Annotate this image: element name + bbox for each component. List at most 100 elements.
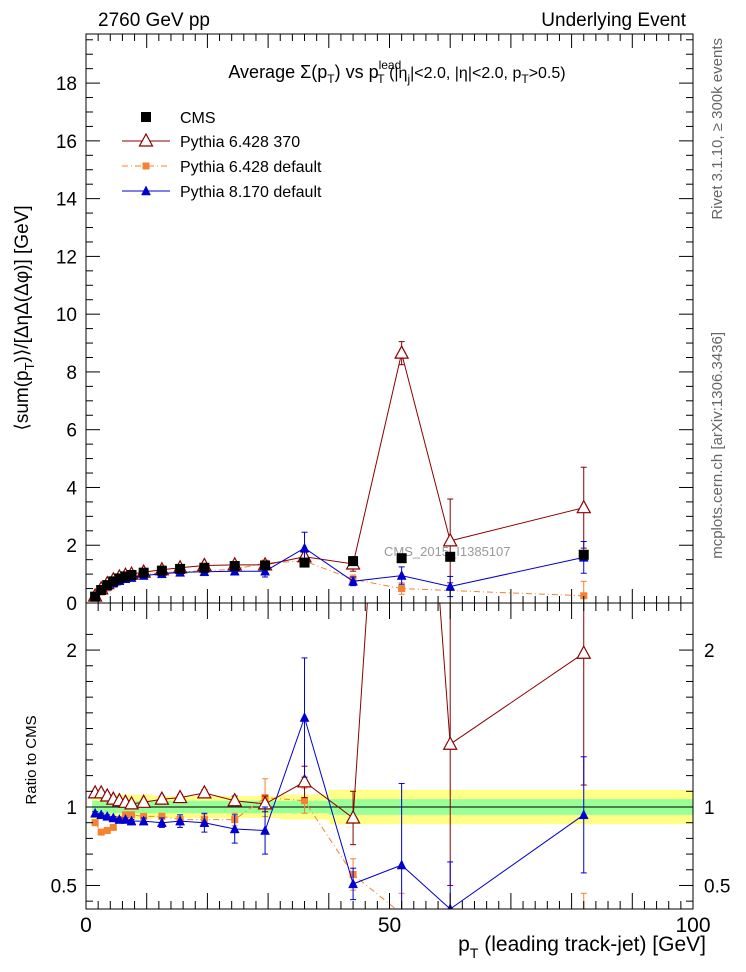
- ratio-pythia-8-170-default-point: [156, 817, 167, 827]
- ratio-y-tick-label-right: 0.5: [704, 876, 730, 897]
- main-pythia-8-170-default-point: [260, 565, 270, 576]
- y-tick-label: 2: [66, 536, 77, 557]
- legend-label: Pythia 8.170 default: [180, 184, 322, 201]
- ratio-pythia-6-428-default-point: [109, 823, 117, 831]
- ratio-pythia-6-428-370-point: [345, 809, 361, 824]
- main-cms-point: [348, 556, 359, 567]
- main-cms-point: [120, 571, 131, 582]
- legend-label: CMS: [180, 110, 216, 127]
- ratio-y-axis-label: Ratio to CMS: [23, 715, 40, 804]
- legend-marker: [141, 112, 151, 122]
- main-cms-point: [102, 580, 113, 591]
- main-pythia-6-428-default-point: [398, 585, 406, 593]
- main-cms-point: [578, 549, 589, 560]
- y-tick-label: 0: [66, 594, 77, 615]
- ratio-pythia-8-170-default-point: [578, 809, 589, 820]
- ratio-pythia-6-428-370-point: [172, 789, 188, 804]
- main-cms-point: [260, 560, 271, 571]
- legend-label: Pythia 6.428 default: [180, 159, 322, 176]
- ratio-y-tick-label: 2: [66, 641, 77, 662]
- ratio-pythia-6-428-370-point: [196, 784, 212, 799]
- main-cms-point: [90, 591, 101, 602]
- main-cms-point: [96, 585, 107, 596]
- x-tick-label: 0: [80, 914, 92, 937]
- x-tick-label: 100: [675, 914, 710, 937]
- ratio-pythia-6-428-370-point: [227, 792, 243, 807]
- legend-marker: [138, 132, 154, 147]
- ratio-pythia-6-428-370-point: [297, 773, 313, 788]
- ratio-pythia-8-170-default-point: [396, 859, 407, 870]
- ratio-pythia-8-170-default-point: [126, 815, 137, 826]
- ratio-pythia-6-428-default-point: [158, 812, 166, 820]
- ratio-pythia-8-170-default-point: [120, 813, 131, 824]
- main-panel-series: [87, 341, 592, 603]
- ratio-pythia-8-170-default-point: [138, 815, 149, 826]
- main-pythia-6-428-370-line: [94, 353, 584, 597]
- y-tick-label: 8: [66, 363, 77, 384]
- legend-marker: [141, 185, 151, 196]
- ratio-pythia-8-170-default-point: [348, 878, 358, 889]
- header-left: 2760 GeV pp: [98, 10, 210, 31]
- main-cms-point: [108, 576, 119, 587]
- ratio-pythia-6-428-default-point: [97, 828, 105, 836]
- y-tick-label: 16: [56, 132, 77, 153]
- ratio-pythia-8-170-default-point: [229, 823, 240, 834]
- ratio-pythia-6-428-370-point: [136, 794, 152, 808]
- ratio-pythia-6-428-default-point: [91, 819, 99, 827]
- ratio-uncertainty-bands: [92, 789, 693, 825]
- ratio-pythia-6-428-370-point: [576, 644, 592, 659]
- ratio-pythia-6-428-default-point: [128, 811, 136, 819]
- ratio-pythia-8-170-default-point: [175, 815, 185, 826]
- header-right: Underlying Event: [541, 10, 686, 31]
- ratio-y-tick-label: 0.5: [51, 876, 77, 897]
- watermark: CMS_2015_I1385107: [384, 544, 511, 559]
- side-label-mcplots: mcplots.cern.ch [arXiv:1306.3436]: [709, 332, 726, 559]
- ratio-pythia-8-170-default-point: [90, 807, 101, 818]
- y-tick-label: 4: [66, 478, 77, 499]
- main-pythia-8-170-default-point: [299, 542, 310, 553]
- y-tick-label: 14: [56, 190, 78, 211]
- main-cms-point: [396, 553, 407, 564]
- legend: CMS Pythia 6.428 370 Pythia 6.428 default P…: [122, 110, 322, 201]
- main-panel-axes: 0 2 4 6 8 10 12 14 16 18: [56, 34, 694, 615]
- main-cms-point: [445, 551, 456, 562]
- main-cms-point: [175, 563, 186, 574]
- ratio-pythia-8-170-default-point: [96, 809, 107, 820]
- ratio-pythia-8-170-default-point: [108, 812, 119, 823]
- ratio-pythia-6-428-default-point: [301, 797, 309, 805]
- main-cms-point: [138, 567, 149, 578]
- x-tick-label: 50: [378, 914, 401, 937]
- y-tick-label: 10: [56, 305, 77, 326]
- ratio-pythia-8-170-default-point: [299, 711, 310, 722]
- ratio-y-tick-label-right: 1: [704, 798, 715, 819]
- main-cms-point: [114, 573, 125, 584]
- ratio-y-tick-label-right: 2: [704, 641, 715, 662]
- ratio-pythia-8-170-default-point: [260, 824, 270, 835]
- y-axis-label: ⟨sum(pT)⟩/[ΔηΔ(Δφ)] [GeV]: [12, 205, 37, 430]
- main-pythia-6-428-default-point: [580, 592, 588, 600]
- ratio-pythia-8-170-default-point: [199, 817, 210, 827]
- ratio-panel-series: [87, 603, 592, 909]
- main-cms-point: [126, 569, 137, 580]
- ratio-pythia-8-170-default-point: [102, 810, 113, 821]
- main-cms-point: [156, 565, 167, 576]
- ratio-pythia-6-428-370-point: [442, 735, 458, 750]
- main-pythia-8-170-default-point: [396, 570, 407, 580]
- y-tick-label: 6: [66, 421, 77, 442]
- main-pythia-6-428-370-point: [442, 532, 458, 547]
- legend-marker: [142, 162, 150, 170]
- legend-label: Pythia 6.428 370: [180, 134, 300, 151]
- main-cms-point: [199, 562, 210, 573]
- chart-title: Average Σ(pT) vs plead T (|ηj|<2.0, |η|<2…: [228, 58, 565, 86]
- ratio-pythia-6-428-370-line: [95, 603, 584, 819]
- ratio-panel-axes: 0.5 0.5 1 1 2 2 0 50 100: [51, 603, 730, 937]
- x-axis-label: pT (leading track-jet) [GeV]: [458, 933, 706, 961]
- main-pythia-8-170-default-point: [348, 575, 358, 586]
- ratio-pythia-6-428-370-point: [124, 795, 140, 810]
- ratio-pythia-8-170-default-point: [114, 813, 125, 824]
- main-pythia-6-428-370-point: [394, 344, 410, 359]
- ratio-panel-frame: [85, 602, 694, 910]
- main-panel-frame: [85, 33, 694, 604]
- main-cms-point: [299, 557, 310, 568]
- ratio-pythia-6-428-370-point: [154, 790, 170, 805]
